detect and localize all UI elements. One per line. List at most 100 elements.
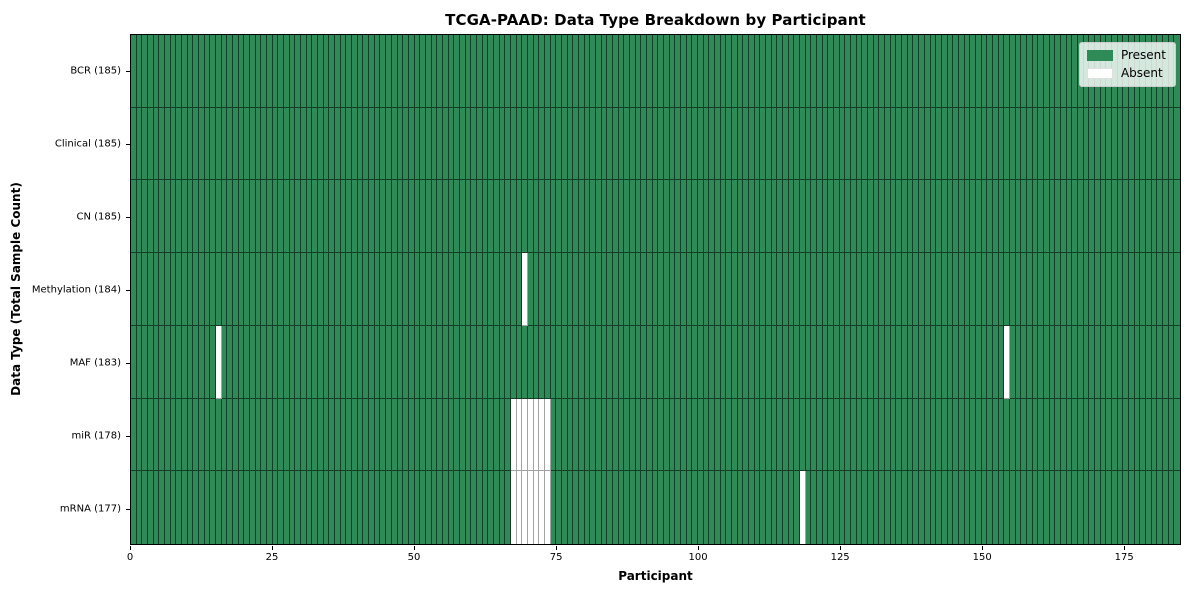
present-cell: [919, 107, 925, 181]
absent-cell: [1004, 325, 1010, 399]
present-cell: [788, 398, 795, 472]
present-cell: [953, 35, 959, 108]
present-cell: [397, 107, 404, 181]
present-cell: [1106, 471, 1112, 545]
present-cell: [1015, 35, 1022, 108]
present-cell: [505, 107, 511, 181]
present-cell: [397, 253, 404, 326]
present-cell: [851, 35, 857, 108]
present-cell: [329, 180, 336, 254]
present-cell: [493, 471, 500, 545]
present-cell: [624, 180, 630, 254]
present-cell: [936, 325, 942, 399]
present-cell: [295, 107, 302, 181]
present-cell: [1094, 180, 1101, 254]
present-cell: [584, 107, 591, 181]
present-cell: [749, 398, 755, 472]
present-cell: [482, 35, 489, 108]
present-cell: [777, 398, 784, 472]
present-cell: [641, 325, 647, 399]
present-cell: [1168, 325, 1175, 399]
present-cell: [715, 35, 721, 108]
present-cell: [851, 107, 857, 181]
present-cell: [505, 471, 511, 545]
present-cell: [1055, 107, 1061, 181]
present-cell: [295, 180, 302, 254]
present-cell: [578, 35, 585, 108]
present-cell: [216, 398, 222, 472]
present-cell: [958, 35, 965, 108]
present-cell: [902, 35, 908, 108]
present-cell: [817, 35, 823, 108]
present-cell: [601, 253, 608, 326]
present-cell: [204, 253, 211, 326]
present-cell: [442, 35, 449, 108]
present-cell: [1134, 107, 1141, 181]
present-cell: [363, 398, 370, 472]
present-cell: [414, 398, 421, 472]
present-cell: [1055, 325, 1061, 399]
present-cell: [862, 253, 869, 326]
present-cell: [284, 471, 290, 545]
present-cell: [244, 253, 251, 326]
present-cell: [335, 471, 341, 545]
present-cell: [692, 107, 699, 181]
present-cell: [1021, 107, 1027, 181]
present-cell: [794, 398, 801, 472]
present-cell: [459, 398, 466, 472]
present-cell: [323, 253, 330, 326]
present-cell: [856, 325, 863, 399]
present-cell: [153, 35, 160, 108]
present-cell: [584, 325, 591, 399]
present-cell: [340, 253, 347, 326]
present-cell: [953, 471, 959, 545]
present-cell: [142, 107, 148, 181]
present-cell: [448, 398, 455, 472]
present-cell: [919, 325, 925, 399]
present-cell: [1168, 107, 1175, 181]
present-cell: [737, 325, 744, 399]
present-cell: [726, 253, 733, 326]
present-cell: [856, 180, 863, 254]
present-cell: [890, 180, 897, 254]
present-cell: [703, 107, 710, 181]
present-cell: [794, 107, 801, 181]
present-cell: [726, 471, 733, 545]
present-cell: [890, 253, 897, 326]
x-tick-mark: [556, 546, 558, 550]
present-cell: [612, 471, 619, 545]
present-cell: [567, 107, 574, 181]
present-cell: [698, 471, 704, 545]
present-cell: [182, 471, 188, 545]
present-cell: [936, 35, 942, 108]
present-cell: [131, 398, 137, 472]
present-cell: [238, 180, 245, 254]
present-cell: [527, 180, 534, 254]
present-cell: [1140, 398, 1146, 472]
present-cell: [1026, 253, 1033, 326]
present-cell: [1157, 180, 1163, 254]
present-cell: [493, 35, 500, 108]
present-cell: [573, 325, 579, 399]
present-cell: [210, 471, 217, 545]
present-cell: [187, 471, 194, 545]
present-cell: [788, 35, 795, 108]
present-cell: [425, 253, 432, 326]
present-cell: [913, 325, 920, 399]
present-cell: [233, 35, 239, 108]
present-cell: [964, 253, 971, 326]
present-cell: [408, 325, 415, 399]
present-cell: [516, 325, 523, 399]
present-cell: [216, 107, 222, 181]
present-cell: [1140, 107, 1146, 181]
present-cell: [363, 35, 370, 108]
present-cell: [238, 471, 245, 545]
present-cell: [998, 180, 1005, 254]
present-cell: [142, 35, 148, 108]
present-cell: [828, 107, 835, 181]
present-cell: [958, 107, 965, 181]
present-cell: [233, 107, 239, 181]
present-cell: [669, 180, 676, 254]
present-cell: [834, 325, 840, 399]
present-cell: [499, 398, 506, 472]
